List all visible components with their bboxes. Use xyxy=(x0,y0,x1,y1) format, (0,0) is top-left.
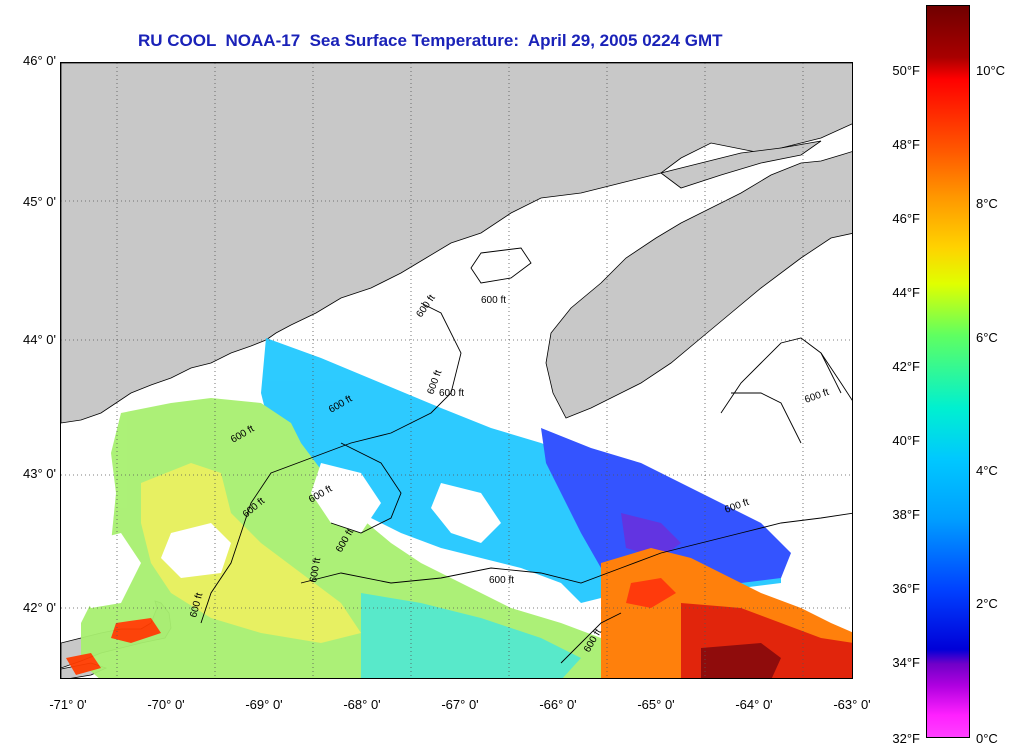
contour-label-600ft: 600 ft xyxy=(439,388,464,399)
contour-label-600ft: 600 ft xyxy=(414,293,437,320)
lat-label-42: 42° 0' xyxy=(23,600,56,615)
colorbar-c-8: 8°C xyxy=(976,196,998,211)
colorbar-f-34: 34°F xyxy=(892,655,920,670)
colorbar-c-10: 10°C xyxy=(976,63,1006,78)
lat-label-44: 44° 0' xyxy=(23,332,56,347)
colorbar-c-2: 2°C xyxy=(976,596,998,611)
colorbar-f-40: 40°F xyxy=(892,433,920,448)
contour-label-600ft: 600 ft xyxy=(803,387,830,406)
lon-label-66: -66° 0' xyxy=(539,697,577,712)
lat-label-46: 46° 0' xyxy=(23,53,56,68)
contour-label-600ft: 600 ft xyxy=(489,575,514,586)
colorbar-f-42: 42°F xyxy=(892,359,920,374)
temperature-colorbar xyxy=(926,5,970,738)
colorbar-f-36: 36°F xyxy=(892,581,920,596)
lon-label-69: -69° 0' xyxy=(245,697,283,712)
lon-label-71: -71° 0' xyxy=(49,697,87,712)
sea-surface-temperature-map: 600 ft 600 ft 600 ft 600 ft 600 ft 600 ft 600 … xyxy=(60,62,853,679)
lat-label-45: 45° 0' xyxy=(23,194,56,209)
lon-label-70: -70° 0' xyxy=(147,697,185,712)
contour-label-600ft: 600 ft xyxy=(308,557,323,584)
lat-label-43: 43° 0' xyxy=(23,466,56,481)
colorbar-f-38: 38°F xyxy=(892,507,920,522)
lon-label-67: -67° 0' xyxy=(441,697,479,712)
sst-data-layer xyxy=(66,338,852,678)
contour-label-600ft: 600 ft xyxy=(481,295,506,306)
lon-label-63: -63° 0' xyxy=(833,697,871,712)
lat-lon-gridlines xyxy=(61,63,852,678)
map-title: RU COOL NOAA-17 Sea Surface Temperature:… xyxy=(138,31,723,50)
colorbar-f-32: 32°F xyxy=(892,731,920,746)
depth-contours xyxy=(200,247,852,664)
lon-label-68: -68° 0' xyxy=(343,697,381,712)
lon-label-65: -65° 0' xyxy=(637,697,675,712)
colorbar-f-48: 48°F xyxy=(892,137,920,152)
colorbar-f-44: 44°F xyxy=(892,285,920,300)
lon-label-64: -64° 0' xyxy=(735,697,773,712)
colorbar-f-46: 46°F xyxy=(892,211,920,226)
colorbar-f-50: 50°F xyxy=(892,63,920,78)
colorbar-c-0: 0°C xyxy=(976,731,998,746)
colorbar-c-6: 6°C xyxy=(976,330,998,345)
colorbar-c-4: 4°C xyxy=(976,463,998,478)
